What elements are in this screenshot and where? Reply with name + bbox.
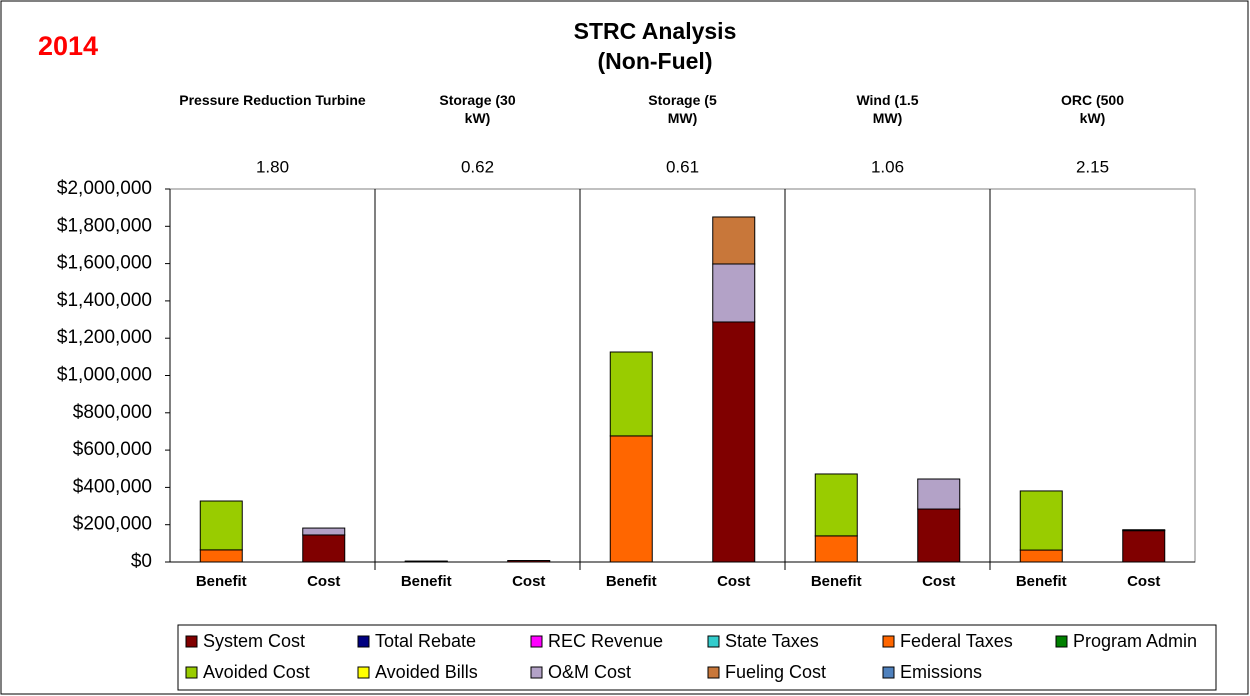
- y-tick-label: $0: [131, 551, 152, 572]
- group-label: Wind (1.5 MW): [856, 92, 919, 126]
- x-tick-label: Benefit: [606, 573, 657, 590]
- group-label: ORC (500 kW): [1060, 92, 1125, 126]
- ratio-label: 0.62: [461, 157, 494, 176]
- bar-segment: [814, 535, 858, 563]
- bar-segment: [1122, 530, 1166, 563]
- bar-segment: [199, 549, 243, 563]
- y-tick-label: $1,600,000: [57, 253, 152, 274]
- x-tick-label: Cost: [307, 573, 340, 590]
- x-tick-label: Benefit: [811, 573, 862, 590]
- legend-label: Emissions: [900, 662, 982, 682]
- ratio-label: 2.15: [1076, 157, 1109, 176]
- legend-swatch: [185, 666, 198, 679]
- legend-label: System Cost: [203, 631, 305, 651]
- year-label: 2014: [38, 31, 98, 61]
- bar-segment: [1019, 549, 1063, 563]
- bar-segment: [609, 435, 653, 563]
- legend-label: Total Rebate: [375, 631, 476, 651]
- group-label: Pressure Reduction Turbine: [179, 92, 366, 108]
- y-tick-label: $1,200,000: [57, 327, 152, 348]
- y-tick-label: $1,800,000: [57, 215, 152, 236]
- x-tick-label: Benefit: [196, 573, 247, 590]
- legend-label: Program Admin: [1073, 631, 1197, 651]
- ratio-label: 0.61: [666, 157, 699, 176]
- y-tick-label: $1,400,000: [57, 290, 152, 311]
- legend-swatch: [530, 635, 543, 648]
- bar-segment: [712, 263, 756, 323]
- y-tick-label: $200,000: [73, 514, 152, 535]
- legend-label: State Taxes: [725, 631, 819, 651]
- bar-segment: [1019, 490, 1063, 551]
- bar-segment: [814, 473, 858, 537]
- bar-segment: [609, 351, 653, 437]
- legend-swatch: [882, 635, 895, 648]
- y-tick-label: $400,000: [73, 476, 152, 497]
- bar-segment: [302, 527, 346, 536]
- y-tick-label: $600,000: [73, 439, 152, 460]
- y-tick-label: $800,000: [73, 402, 152, 423]
- legend-swatch: [707, 666, 720, 679]
- legend-label: Fueling Cost: [725, 662, 826, 682]
- legend-label: Avoided Cost: [203, 662, 310, 682]
- legend-label: REC Revenue: [548, 631, 663, 651]
- group-label: Storage (5 MW): [648, 92, 717, 126]
- bar-segment: [712, 216, 756, 265]
- y-tick-label: $2,000,000: [57, 178, 152, 199]
- legend-swatch: [882, 666, 895, 679]
- chart-subtitle: (Non-Fuel): [598, 48, 713, 74]
- group-label: Storage (30 kW): [439, 92, 516, 126]
- legend-swatch: [357, 666, 370, 679]
- legend-swatch: [185, 635, 198, 648]
- x-tick-label: Cost: [1127, 573, 1160, 590]
- legend-label: Federal Taxes: [900, 631, 1013, 651]
- legend-swatch: [707, 635, 720, 648]
- x-tick-label: Cost: [922, 573, 955, 590]
- bar-segment: [917, 478, 961, 510]
- bar-segment: [712, 321, 756, 563]
- chart-title: STRC Analysis: [574, 18, 737, 44]
- bar-segment: [917, 508, 961, 563]
- ratio-label: 1.80: [256, 157, 289, 176]
- bar-segment: [1122, 529, 1166, 532]
- bar-segment: [199, 500, 243, 551]
- legend-swatch: [357, 635, 370, 648]
- x-tick-label: Benefit: [1016, 573, 1067, 590]
- x-tick-label: Cost: [717, 573, 750, 590]
- ratio-label: 1.06: [871, 157, 904, 176]
- x-tick-label: Benefit: [401, 573, 452, 590]
- legend-box: [177, 624, 1217, 691]
- x-tick-label: Cost: [512, 573, 545, 590]
- legend-label: Avoided Bills: [375, 662, 478, 682]
- legend-swatch: [530, 666, 543, 679]
- bar-segment: [507, 560, 551, 563]
- legend-label: O&M Cost: [548, 662, 631, 682]
- legend-swatch: [1055, 635, 1068, 648]
- y-tick-label: $1,000,000: [57, 365, 152, 386]
- bar-segment: [302, 534, 346, 563]
